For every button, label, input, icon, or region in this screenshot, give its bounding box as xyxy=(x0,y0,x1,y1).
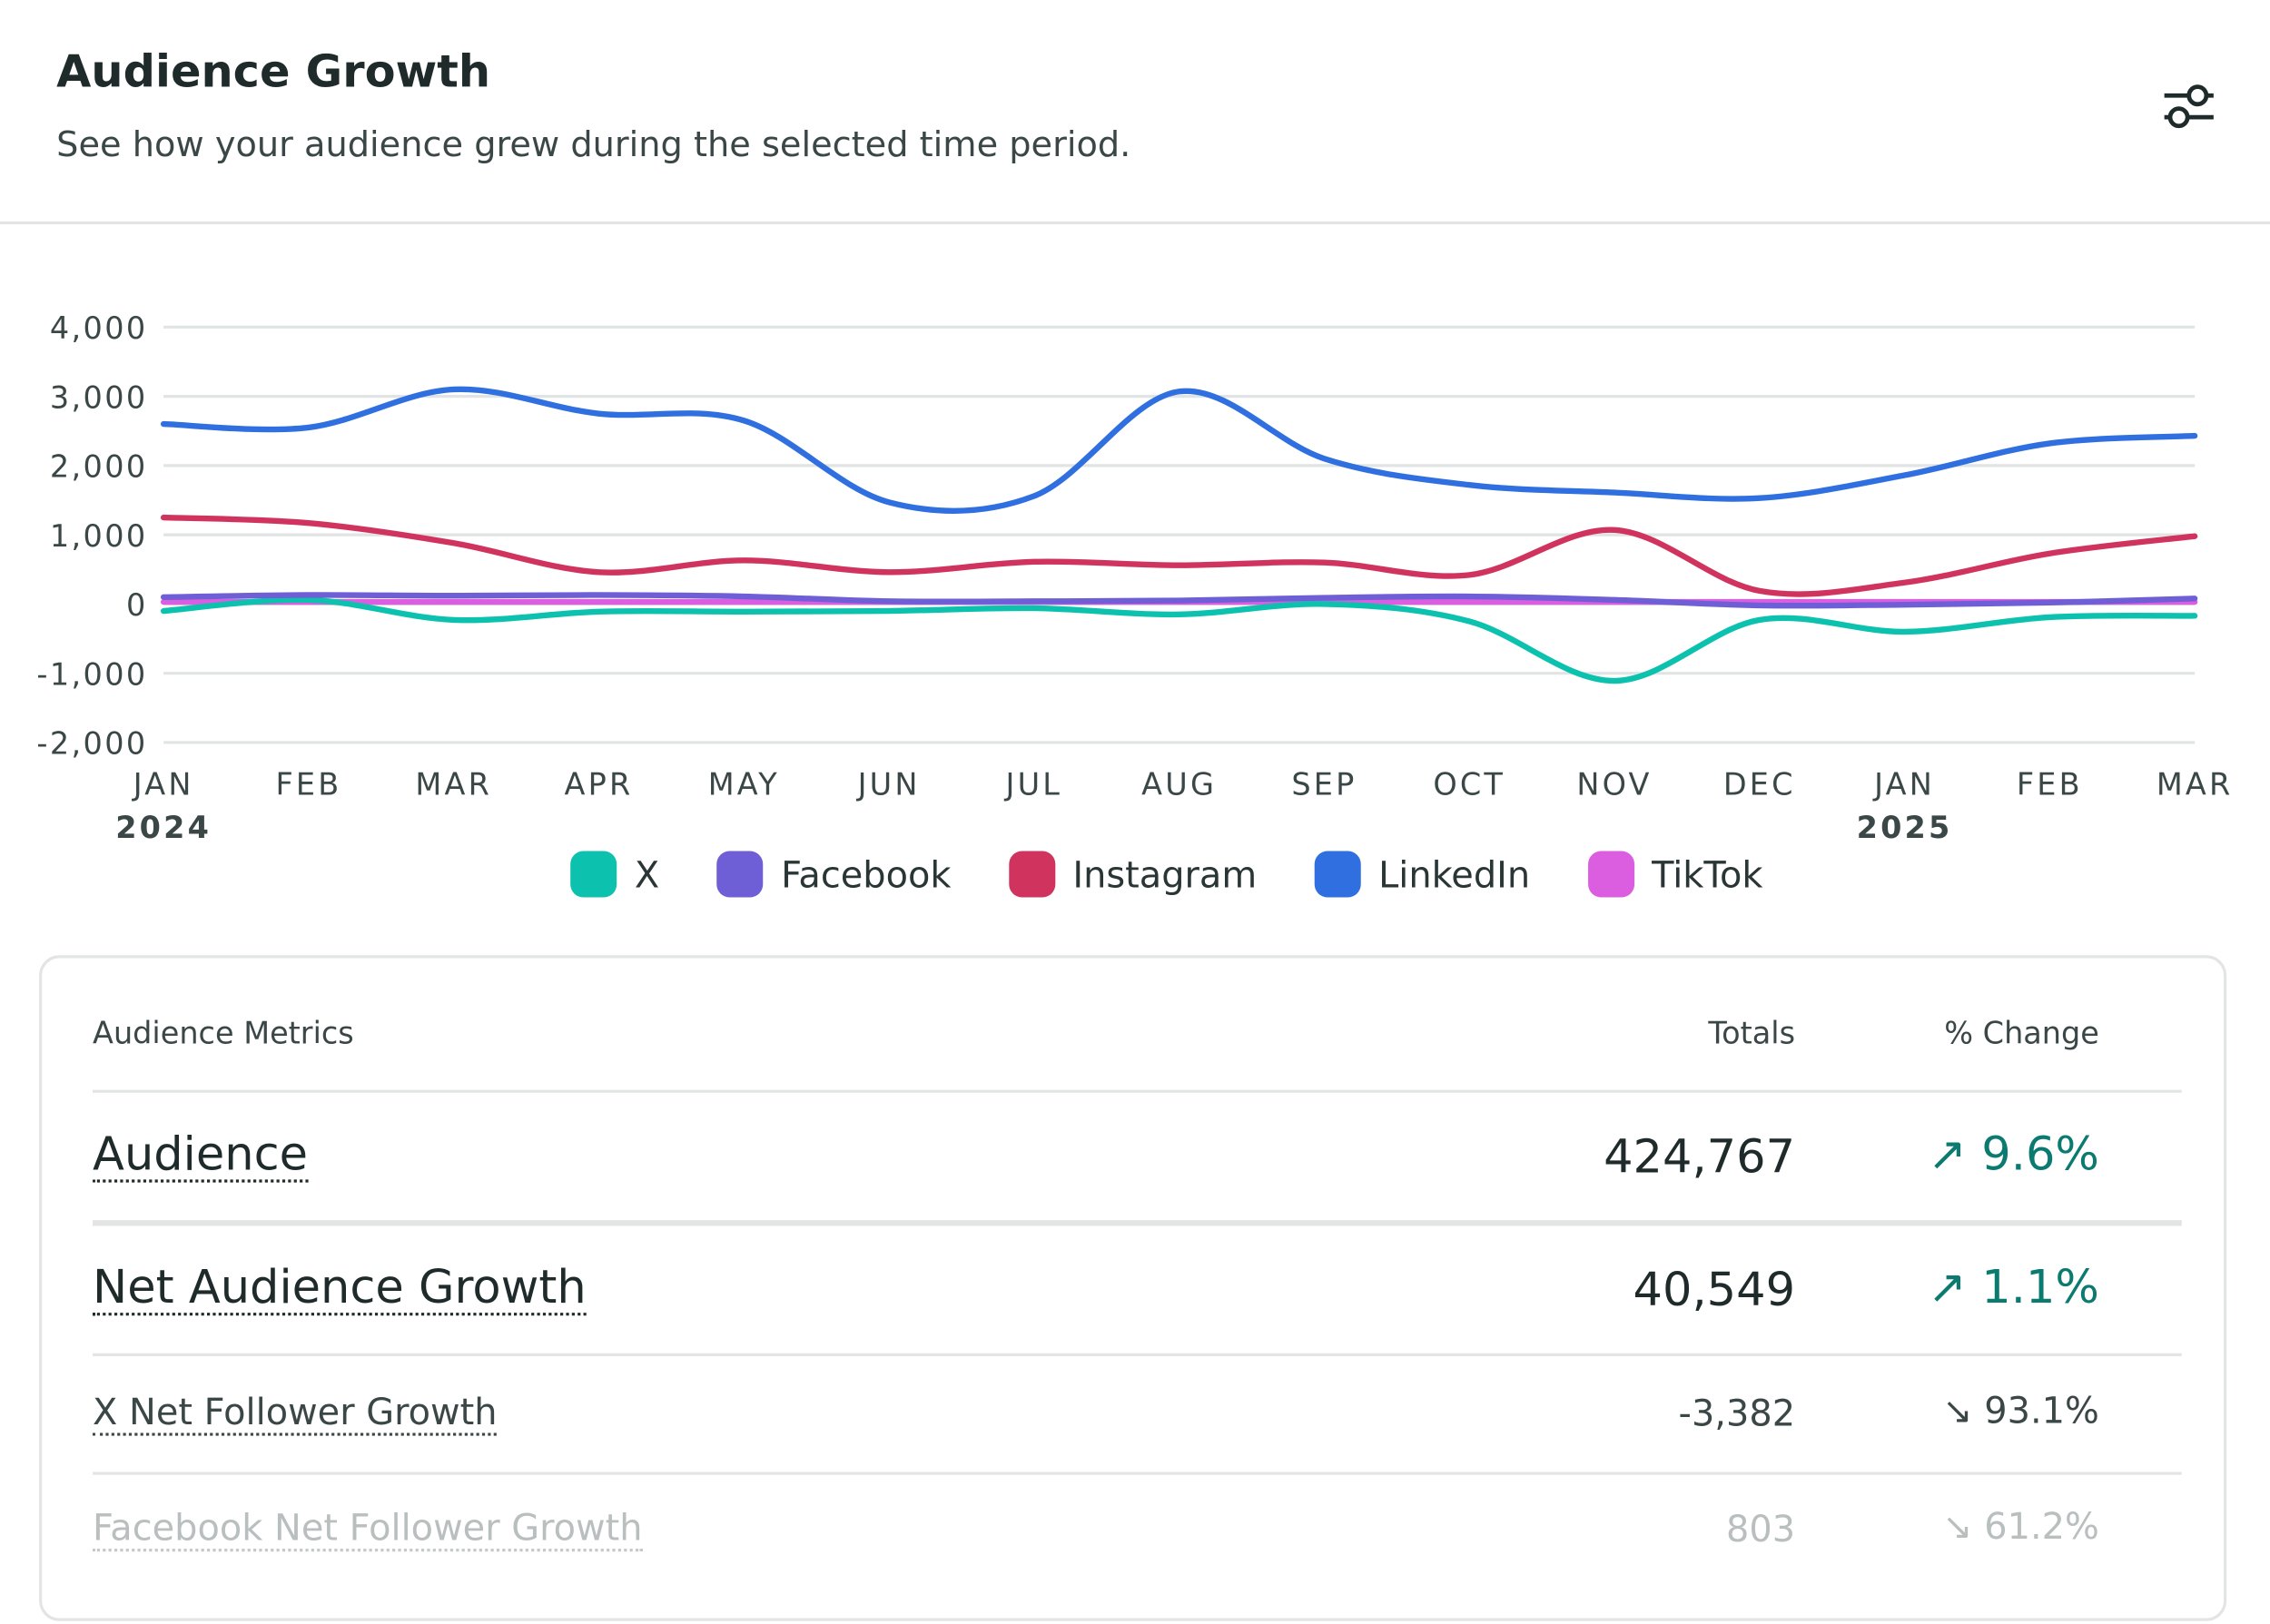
page-subtitle: See how your audience grew during the se… xyxy=(56,124,1131,165)
arrow-down-right-icon: ↘ xyxy=(1942,1389,1973,1432)
series-line-facebook[interactable] xyxy=(160,592,2198,609)
change-value: ↘ 93.1% xyxy=(1942,1390,2099,1432)
x-tick-label: DEC xyxy=(1723,766,1796,802)
divider xyxy=(93,1471,2182,1475)
year-label: 2025 xyxy=(1857,810,1953,845)
x-tick-label: NOV xyxy=(1576,766,1652,802)
header-divider xyxy=(0,221,2270,225)
x-tick-label: MAR xyxy=(415,766,492,802)
y-tick-label: -2,000 xyxy=(36,726,147,762)
header-change: % Change xyxy=(1944,1016,2099,1051)
x-tick-label: MAY xyxy=(708,766,780,802)
legend-label: LinkedIn xyxy=(1378,852,1531,896)
change-percent: 61.2% xyxy=(1984,1505,2099,1548)
legend-item-tiktok[interactable]: TikTok xyxy=(1587,851,1763,898)
change-percent: 1.1% xyxy=(1981,1259,2099,1314)
legend-swatch xyxy=(717,851,765,898)
change-value: ↗ 9.6% xyxy=(1928,1126,2099,1181)
change-percent: 93.1% xyxy=(1984,1389,2099,1432)
series-line-x[interactable] xyxy=(160,596,2198,684)
x-tick-label: JAN xyxy=(132,766,194,802)
legend-swatch xyxy=(1587,851,1634,898)
legend-item-facebook[interactable]: Facebook xyxy=(717,851,951,898)
series-line-linkedin[interactable] xyxy=(160,386,2198,514)
page-title: Audience Growth xyxy=(56,46,491,99)
change-percent: 9.6% xyxy=(1981,1126,2099,1182)
metric-net-audience-growth[interactable]: Net Audience Growth xyxy=(93,1259,587,1316)
x-tick-label: JAN xyxy=(1872,766,1935,802)
legend-label: TikTok xyxy=(1652,852,1763,896)
legend-label: Facebook xyxy=(781,852,952,896)
arrow-up-right-icon: ↗ xyxy=(1928,1126,1968,1182)
legend-item-instagram[interactable]: Instagram xyxy=(1009,851,1257,898)
legend-item-linkedin[interactable]: LinkedIn xyxy=(1314,851,1531,898)
x-tick-label: OCT xyxy=(1433,766,1505,802)
metric-audience[interactable]: Audience xyxy=(93,1126,309,1183)
divider xyxy=(93,1089,2182,1093)
total-value: 424,767 xyxy=(1604,1128,1796,1185)
sliders-icon xyxy=(2164,84,2214,129)
divider xyxy=(93,1353,2182,1356)
divider xyxy=(93,1220,2182,1226)
legend-item-x[interactable]: X xyxy=(570,851,660,898)
x-tick-label: FEB xyxy=(275,766,341,802)
audience-metrics-table: Audience Metrics Totals % Change Audienc… xyxy=(39,955,2227,1621)
filter-settings-button[interactable] xyxy=(2160,81,2218,133)
total-value: -3,382 xyxy=(1678,1392,1796,1435)
y-tick-label: 4,000 xyxy=(50,310,148,346)
change-value: ↘ 61.2% xyxy=(1942,1505,2099,1547)
x-tick-label: MAR xyxy=(2156,766,2234,802)
x-tick-label: JUN xyxy=(856,766,921,802)
header-metric: Audience Metrics xyxy=(93,1016,354,1051)
legend-swatch xyxy=(1314,851,1361,898)
arrow-down-right-icon: ↘ xyxy=(1942,1505,1973,1548)
y-tick-label: 1,000 xyxy=(50,518,148,554)
legend-swatch xyxy=(1009,851,1056,898)
y-tick-label: 0 xyxy=(126,587,148,623)
year-label: 2024 xyxy=(115,810,212,845)
audience-growth-chart: 4,000 3,000 2,000 1,000 0 -1,000 -2,000 JAN FEB M… xyxy=(36,310,2234,845)
y-tick-label: -1,000 xyxy=(36,656,147,692)
y-tick-label: 3,000 xyxy=(50,379,148,415)
metric-facebook-net-follower-growth[interactable]: Facebook Net Follower Growth xyxy=(93,1508,643,1551)
chart-legend: X Facebook Instagram LinkedIn TikTok xyxy=(32,851,2270,898)
x-tick-label: JUL xyxy=(1004,766,1063,802)
change-value: ↗ 1.1% xyxy=(1928,1259,2099,1314)
arrow-up-right-icon: ↗ xyxy=(1928,1259,1968,1314)
total-value: 803 xyxy=(1725,1508,1796,1550)
x-tick-label: APR xyxy=(565,766,634,802)
x-tick-label: SEP xyxy=(1291,766,1357,802)
y-tick-label: 2,000 xyxy=(50,449,148,485)
x-tick-label: FEB xyxy=(2017,766,2083,802)
legend-swatch xyxy=(570,851,617,898)
legend-label: Instagram xyxy=(1072,852,1258,896)
total-value: 40,549 xyxy=(1633,1262,1796,1317)
header-totals: Totals xyxy=(1708,1016,1796,1051)
metric-x-net-follower-growth[interactable]: X Net Follower Growth xyxy=(93,1393,498,1435)
legend-label: X xyxy=(634,852,660,896)
series-line-instagram[interactable] xyxy=(160,514,2198,597)
x-tick-label: AUG xyxy=(1141,766,1217,802)
